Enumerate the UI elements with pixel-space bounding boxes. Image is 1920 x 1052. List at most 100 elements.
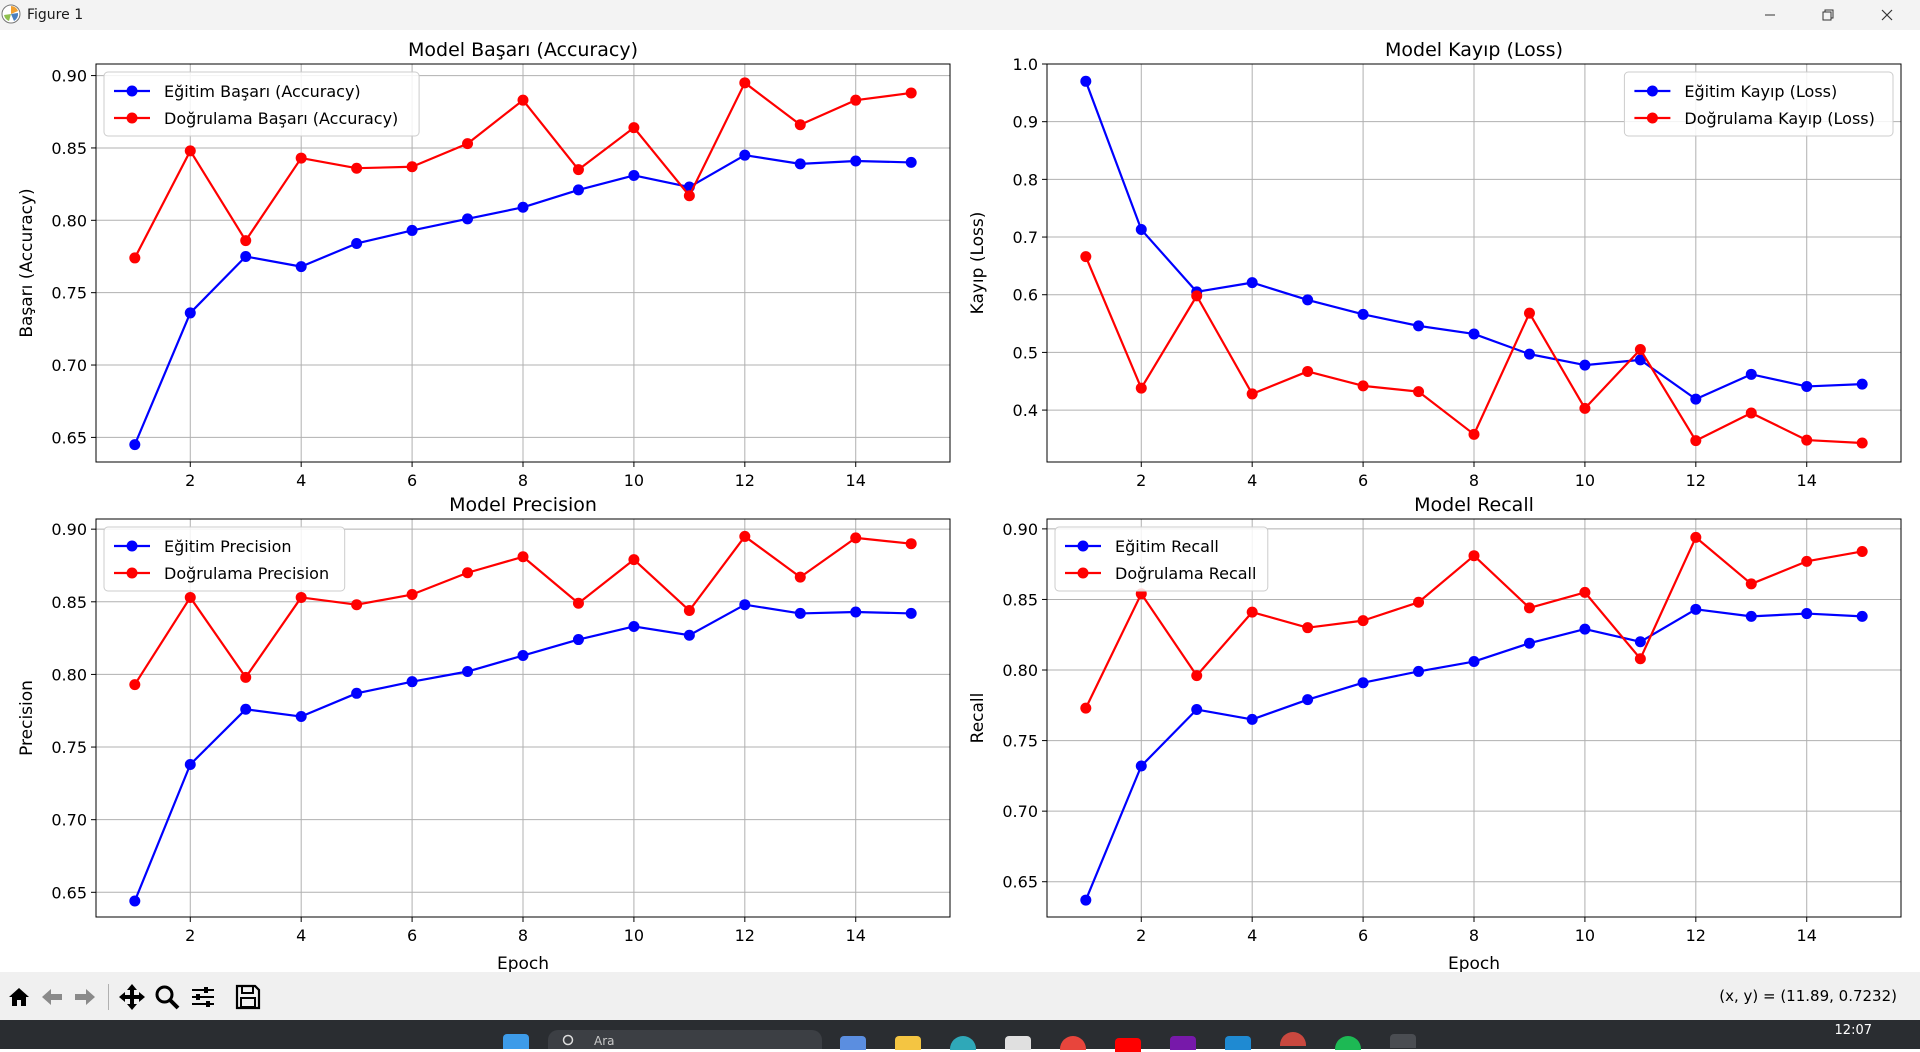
data-point xyxy=(1246,277,1258,289)
chrome-profile-icon[interactable] xyxy=(1280,1032,1306,1046)
data-point xyxy=(129,252,141,264)
window-titlebar: Figure 1 xyxy=(0,0,1920,30)
spotify-icon[interactable] xyxy=(1335,1036,1361,1050)
legend-box xyxy=(103,526,346,592)
y-axis-label: Precision xyxy=(17,680,37,756)
x-tick-label: 4 xyxy=(296,471,306,490)
windows-start-icon[interactable] xyxy=(503,1034,529,1049)
legend-marker xyxy=(126,112,138,124)
forward-button[interactable] xyxy=(70,982,100,1012)
data-point xyxy=(240,250,252,262)
taskbar-search-text: Ara xyxy=(594,1034,615,1048)
data-point xyxy=(517,201,529,213)
data-point xyxy=(351,237,363,249)
data-point xyxy=(1523,637,1535,649)
vscode-icon[interactable] xyxy=(1225,1036,1251,1050)
data-point xyxy=(1357,615,1369,627)
data-point xyxy=(683,629,695,641)
y-tick-label: 0.90 xyxy=(51,520,87,539)
x-tick-label: 10 xyxy=(624,471,644,490)
data-point xyxy=(295,711,307,723)
save-floppy-icon xyxy=(235,984,261,1010)
subplot-1: Model Başarı (Accuracy) 2 4 6 8 10 12 14 0.65 0.7… xyxy=(17,39,951,490)
restore-button[interactable] xyxy=(1805,0,1851,30)
zoom-magnifier-icon xyxy=(155,985,180,1010)
data-point xyxy=(739,599,751,611)
x-tick-label: 14 xyxy=(1797,926,1817,945)
legend-label: Eğitim Recall xyxy=(1115,537,1219,556)
pan-button[interactable] xyxy=(117,982,147,1012)
y-tick-label: 0.80 xyxy=(1002,661,1038,680)
file-explorer-icon[interactable] xyxy=(895,1036,921,1050)
subplot-4: Model Recall 2 4 6 8 10 12 14 0.65 0.70 0.75 0.80 0.… xyxy=(968,494,1902,972)
data-point xyxy=(1523,602,1535,614)
data-point xyxy=(739,77,751,89)
data-point xyxy=(1302,365,1314,377)
x-tick-label: 2 xyxy=(1136,926,1146,945)
data-point xyxy=(850,155,862,167)
data-point xyxy=(1856,545,1868,557)
x-tick-label: 10 xyxy=(1575,471,1595,490)
data-point xyxy=(1745,407,1757,419)
data-point xyxy=(1523,307,1535,319)
data-point xyxy=(1302,294,1314,306)
data-point xyxy=(462,666,474,678)
edge-browser-icon[interactable] xyxy=(950,1036,976,1050)
data-point xyxy=(1690,393,1702,405)
y-tick-label: 0.80 xyxy=(51,211,87,230)
x-tick-label: 2 xyxy=(1136,471,1146,490)
legend-label: Doğrulama Recall xyxy=(1115,564,1256,583)
copilot-icon[interactable] xyxy=(840,1036,866,1050)
matplotlib-app-icon[interactable] xyxy=(1390,1034,1416,1048)
data-point xyxy=(1135,760,1147,772)
data-point xyxy=(1080,251,1092,263)
data-point xyxy=(1246,388,1258,400)
x-tick-label: 2 xyxy=(185,926,195,945)
search-icon xyxy=(562,1034,574,1046)
data-point xyxy=(1801,555,1813,567)
legend-marker xyxy=(1077,567,1089,579)
data-point xyxy=(1634,653,1646,665)
legend-marker xyxy=(1646,85,1658,97)
microsoft-store-icon[interactable] xyxy=(1005,1036,1031,1050)
figure-canvas[interactable]: Model Başarı (Accuracy) 2 4 6 8 10 12 14 0.65 0.7… xyxy=(0,30,1920,972)
taskbar-clock[interactable]: 12:07 xyxy=(1834,1023,1872,1038)
x-tick-label: 12 xyxy=(1686,926,1706,945)
taskbar-search-box[interactable]: Ara xyxy=(548,1030,822,1049)
legend-box xyxy=(103,71,420,137)
data-point xyxy=(794,607,806,619)
y-tick-label: 0.85 xyxy=(51,593,87,612)
back-button[interactable] xyxy=(37,982,67,1012)
home-icon xyxy=(9,988,29,1006)
chart-title: Model Precision xyxy=(449,494,597,516)
minimize-button[interactable] xyxy=(1747,0,1793,30)
x-tick-label: 8 xyxy=(518,471,528,490)
data-point xyxy=(1579,586,1591,598)
data-point xyxy=(1579,402,1591,414)
data-point xyxy=(905,156,917,168)
youtube-icon[interactable] xyxy=(1115,1038,1141,1052)
onenote-icon[interactable] xyxy=(1170,1036,1196,1050)
x-tick-label: 14 xyxy=(1797,471,1817,490)
x-axis-label: Epoch xyxy=(1448,954,1500,972)
data-point xyxy=(905,607,917,619)
data-point xyxy=(1745,578,1757,590)
y-tick-label: 0.80 xyxy=(51,665,87,684)
zoom-button[interactable] xyxy=(152,982,182,1012)
close-button[interactable] xyxy=(1864,0,1910,30)
x-tick-label: 8 xyxy=(518,926,528,945)
data-point xyxy=(295,152,307,164)
y-tick-label: 0.85 xyxy=(1002,590,1038,609)
legend: Eğitim Precision Doğrulama Precision xyxy=(103,526,346,592)
home-button[interactable] xyxy=(4,982,34,1012)
configure-subplots-button[interactable] xyxy=(188,982,218,1012)
matplotlib-logo-icon xyxy=(1,4,21,24)
chrome-icon[interactable] xyxy=(1060,1036,1086,1050)
save-button[interactable] xyxy=(233,982,263,1012)
x-tick-label: 10 xyxy=(1575,926,1595,945)
data-point xyxy=(1246,606,1258,618)
x-tick-label: 6 xyxy=(407,471,417,490)
figure-svg[interactable]: Model Başarı (Accuracy) 2 4 6 8 10 12 14 0.65 0.7… xyxy=(0,30,1920,972)
data-point xyxy=(1579,359,1591,371)
data-point xyxy=(1856,437,1868,449)
